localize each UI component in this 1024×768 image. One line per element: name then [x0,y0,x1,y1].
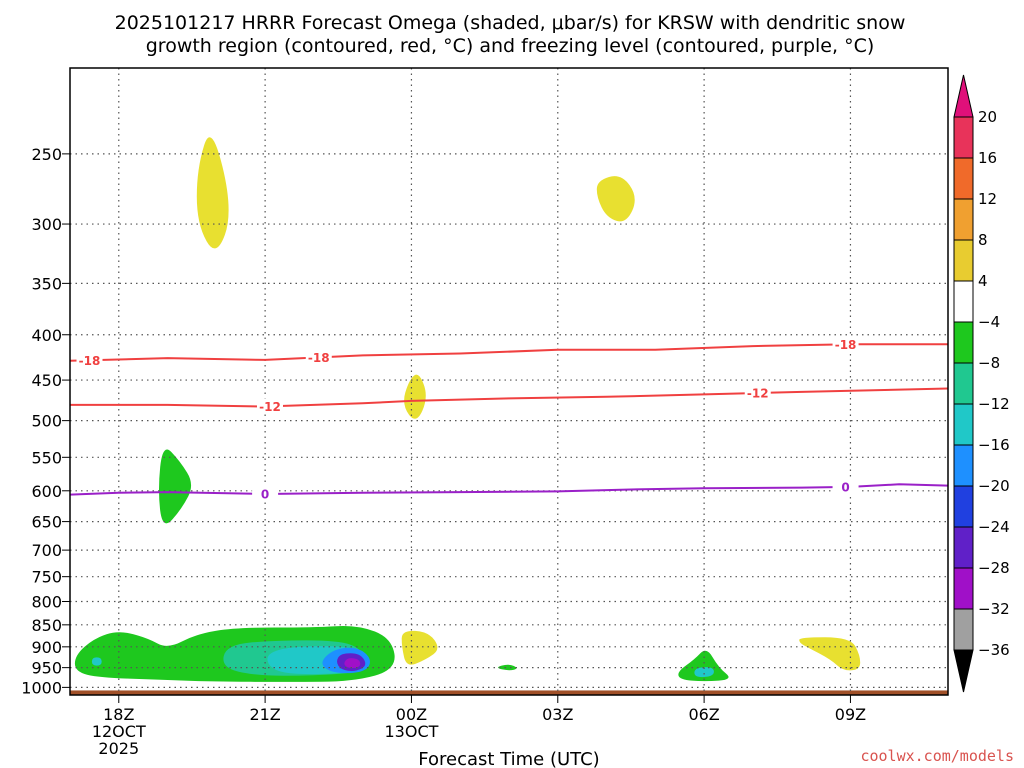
contour-label-bg [76,352,103,369]
x-tick-date: 13OCT [384,722,438,741]
colorbar-label: 20 [978,108,997,126]
contour-label: 0 [261,487,269,501]
colorbar-swatch [953,157,974,200]
colorbar-swatch [953,280,974,323]
terrain-band [70,690,948,695]
y-tick-label: 600 [31,482,62,501]
colorbar-label: −16 [978,436,1010,454]
plot-area: -18 -18 -18 -12 -12 0 0 [69,67,949,696]
contour-label-bg [744,384,771,401]
omega-region-0 [196,137,229,249]
omega-region-14 [694,667,714,678]
x-tick-year: 2025 [98,739,139,758]
colorbar-label: 8 [978,231,988,249]
site-watermark: coolwx.com/models [860,747,1014,765]
colorbar-swatch [953,485,974,528]
y-tick-label: 350 [31,274,62,293]
y-tick-label: 700 [31,541,62,560]
omega-region-13 [678,650,729,682]
colorbar-label: −24 [978,518,1010,536]
contour-label-bg [832,336,859,353]
y-tick-label: 800 [31,593,62,612]
y-tick-label: 250 [31,145,62,164]
omega-region-2 [404,374,426,419]
x-tick-label: 00Z [396,705,427,724]
contour-label: -18 [308,351,330,365]
temperature-contour-2 [70,483,948,496]
omega-region-10 [344,658,361,669]
omega-region-1 [596,176,635,222]
y-tick-label: 450 [31,371,62,390]
x-tick-date: 12OCT [92,722,146,741]
contour-label-bg [305,349,332,366]
omega-region-4 [401,630,438,665]
x-tick-label: 18Z [103,705,134,724]
colorbar-swatch [953,362,974,405]
colorbar-swatch [953,608,974,651]
x-tick-label: 06Z [688,705,719,724]
colorbar-bottom-arrow [953,649,974,693]
colorbar-swatch [953,403,974,446]
contour-label: 0 [841,480,849,494]
plot-inner: -18 -18 -18 -12 -12 0 0 [70,68,948,695]
colorbar-label: −4 [978,313,1000,331]
contour-label: -18 [79,354,101,368]
temperature-contour-1 [70,387,948,408]
y-tick-label: 900 [31,638,62,657]
y-tick-label: 300 [31,215,62,234]
y-tick-label: 550 [31,448,62,467]
y-axis-ticks: 250 300 350 400 450 500 550 600 650 700 750 800 850 9… [21,145,70,697]
contour-label-bg [252,485,279,502]
y-tick-label: 500 [31,412,62,431]
y-tick-label: 950 [31,659,62,678]
y-tick-label: 850 [31,616,62,635]
colorbar-swatch [953,321,974,364]
x-axis-label: Forecast Time (UTC) [418,749,599,768]
colorbar-swatch [953,198,974,241]
y-tick-label: 750 [31,568,62,587]
x-tick-label: 21Z [249,705,280,724]
colorbar-swatch [953,116,974,159]
omega-region-12 [498,664,517,671]
omega-region-11 [91,657,102,666]
colorbar-label: −32 [978,600,1010,618]
colorbar-swatch [953,239,974,282]
contour-label: -12 [747,386,769,400]
colorbar-top-arrow [953,74,974,118]
colorbar: 20 16 12 8 4 −4 −8 −12 −16 −20 −24 −28 −32 −36 [953,74,1010,693]
contour-label: -18 [835,338,857,352]
colorbar-swatch [953,444,974,487]
colorbar-label: 4 [978,272,988,290]
chart-title-line-2: growth region (contoured, red, °C) and f… [146,35,875,57]
x-tick-label: 09Z [835,705,866,724]
colorbar-label: 16 [978,149,997,167]
colorbar-label: 12 [978,190,997,208]
y-tick-label: 1000 [21,678,62,697]
y-tick-label: 400 [31,326,62,345]
colorbar-label: −8 [978,354,1000,372]
omega-region-15 [799,637,861,671]
contour-label-bg [832,478,859,495]
contour-label-bg [256,398,283,415]
colorbar-label: −36 [978,641,1010,659]
colorbar-label: −20 [978,477,1010,495]
chart-title-line-1: 2025101217 HRRR Forecast Omega (shaded, … [115,12,906,34]
y-tick-label: 650 [31,513,62,532]
colorbar-swatch [953,526,974,569]
colorbar-swatch [953,567,974,610]
plot-frame [69,67,949,696]
omega-region-3 [159,449,192,524]
contour-label: -12 [259,400,281,414]
temperature-contour-0 [70,343,948,362]
x-tick-label: 03Z [542,705,573,724]
colorbar-label: −12 [978,395,1010,413]
colorbar-label: −28 [978,559,1010,577]
